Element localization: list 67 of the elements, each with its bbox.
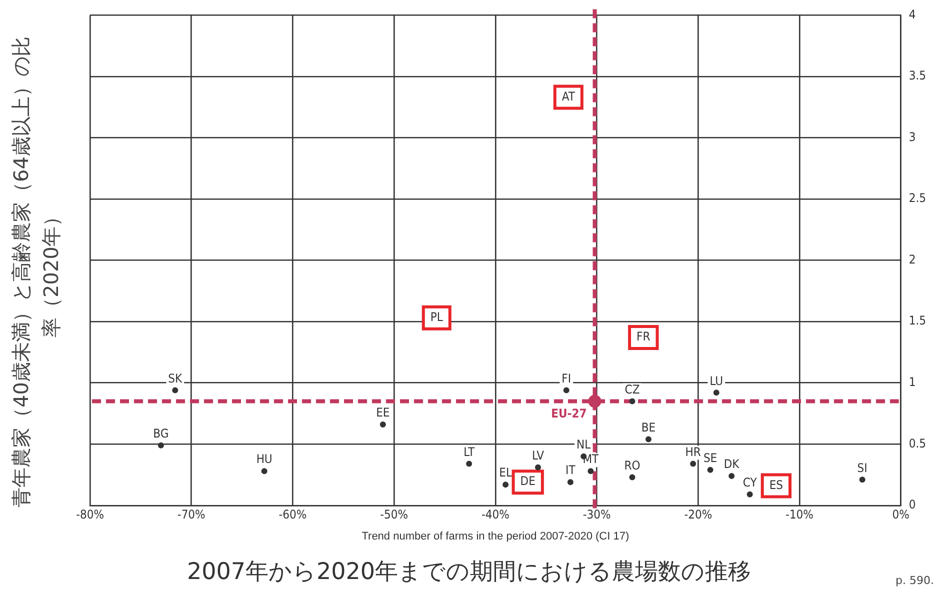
data-label: SE (703, 450, 718, 465)
point (588, 468, 594, 474)
point (859, 476, 866, 483)
point (567, 479, 574, 486)
x-tick-label: -40% (481, 508, 510, 522)
y-tick-label: 2.5 (908, 191, 926, 206)
x-tick-label: -80% (76, 508, 104, 522)
point (261, 468, 268, 474)
point (645, 436, 652, 442)
data-label: CY (742, 475, 758, 490)
data-label: EU-27 (551, 406, 587, 420)
text: 2007年から2020年までの期間における農場数の推移 (186, 559, 752, 585)
y-tick-label: 2 (908, 252, 916, 266)
y-tick-label: 0 (908, 498, 916, 512)
data-label: IT (566, 463, 576, 478)
point (534, 464, 541, 470)
data-label: PL (430, 310, 443, 324)
point (629, 398, 636, 404)
data-label: CZ (624, 382, 640, 396)
data-label: BE (641, 420, 656, 434)
x-axis-title: Trend number of farms in the period 2007-2020 (CI 17) (362, 530, 630, 542)
y-tick-label: 1.5 (908, 314, 926, 328)
y-tick-label: 3.5 (908, 68, 926, 83)
y-tick-label: 3 (908, 130, 916, 144)
point (707, 466, 714, 473)
point (158, 442, 164, 448)
data-label: LT (464, 444, 475, 459)
x-tick-label: -10% (786, 508, 814, 522)
x-tick-label: 0% (892, 508, 910, 522)
data-label: FI (562, 371, 572, 386)
x-tick-label: -70% (177, 508, 206, 522)
data-label: ES (769, 478, 784, 492)
y-tick-label: 4 (908, 7, 916, 22)
data-label: LU (710, 374, 724, 388)
data-label: RO (624, 458, 640, 472)
point (380, 422, 386, 428)
data-label: NL (576, 438, 591, 452)
data-label: DE (520, 474, 536, 488)
data-label: EL (499, 466, 512, 480)
text: p. 590. (896, 574, 934, 587)
point (563, 387, 570, 394)
data-label: EE (376, 406, 390, 420)
point (713, 390, 720, 396)
data-label: HR (685, 444, 702, 459)
point (690, 460, 696, 467)
data-label: SI (857, 460, 868, 475)
point (502, 482, 509, 488)
data-label: BG (153, 426, 169, 440)
x-tick-label: -30% (582, 508, 611, 522)
point (172, 387, 178, 394)
x-tick-label: -50% (380, 508, 408, 522)
x-tick-label: -20% (684, 508, 712, 522)
point (746, 491, 753, 498)
data-label: DK (724, 457, 740, 472)
y-tick-label: 0.5 (908, 436, 926, 450)
data-label: AT (562, 89, 576, 104)
point (629, 474, 636, 480)
point (728, 472, 735, 479)
y-tick-label: 1 (908, 374, 916, 389)
data-label: FR (636, 330, 651, 344)
x-tick-label: -60% (278, 508, 307, 522)
point (588, 394, 602, 408)
data-label: LV (532, 448, 545, 463)
data-label: HU (256, 452, 272, 466)
point (466, 460, 472, 467)
y-axis-title: 青年農家（40歳未満）と高齢農家（64歳以上）の比率（2020年） (8, 36, 64, 510)
data-label: SK (168, 371, 184, 386)
